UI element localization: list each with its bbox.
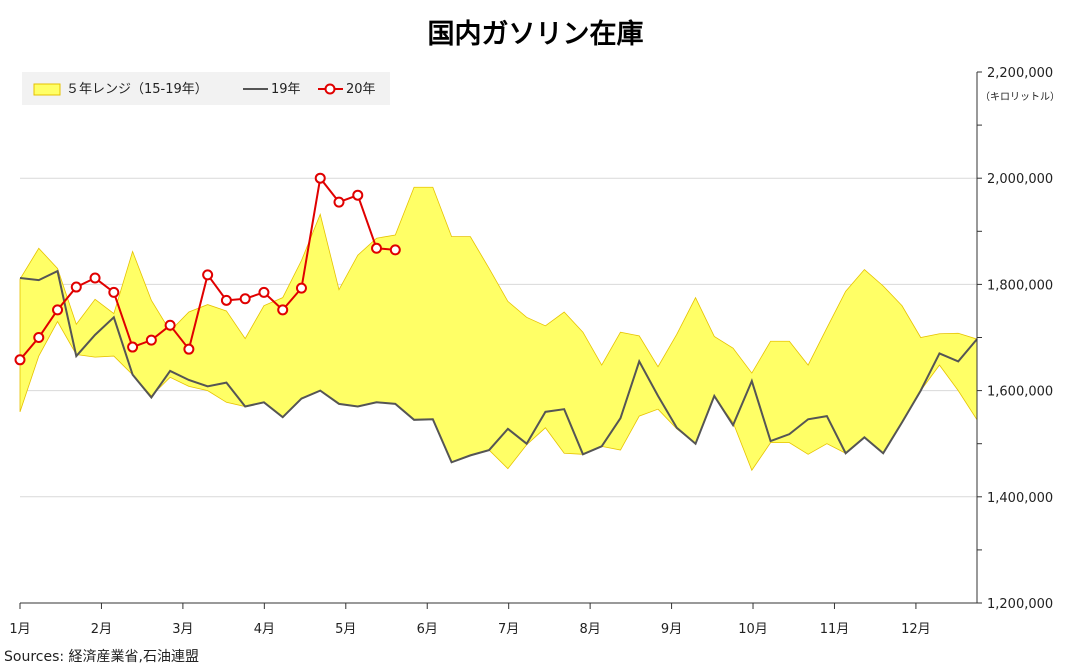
x-tick-label: 6月: [417, 622, 438, 637]
legend: ５年レンジ（15-19年） 19年 20年: [22, 72, 390, 105]
source-note: Sources: 経済産業省,石油連盟: [4, 649, 199, 665]
series-2020-point: [371, 242, 383, 254]
series-layer: [14, 172, 978, 464]
series-2020-point: [127, 341, 139, 353]
series-2020-point: [52, 304, 64, 316]
x-tick-label: 12月: [901, 622, 931, 637]
x-tick-label: 2月: [91, 622, 112, 637]
x-tick-label: 4月: [254, 622, 275, 637]
legend-range-label: ５年レンジ（15-19年）: [66, 82, 208, 97]
series-2020-point: [14, 354, 26, 366]
legend-2020-label: 20年: [346, 82, 376, 97]
series-2019-line: [19, 269, 978, 464]
series-2020-point: [314, 172, 326, 184]
series-2020-point: [145, 334, 157, 346]
series-2020-point: [183, 343, 195, 355]
series-2020-point: [258, 286, 270, 298]
y-tick-label: 1,200,000: [987, 597, 1053, 612]
x-tick-label: 1月: [9, 622, 30, 637]
legend-range-swatch: [33, 83, 61, 96]
series-2020-point: [352, 189, 364, 201]
y-tick-label: 2,200,000: [987, 66, 1053, 81]
series-2020-point: [295, 282, 307, 294]
chart-title: 国内ガソリン在庫: [427, 19, 644, 50]
series-2020-point: [108, 286, 120, 298]
y-tick-label: 1,800,000: [987, 278, 1053, 293]
series-2020-point: [239, 293, 251, 305]
series-2020-point: [277, 304, 289, 316]
x-tick-label: 8月: [579, 622, 600, 637]
series-2020-point: [202, 269, 214, 281]
series-2020-point: [220, 294, 232, 306]
x-tick-label: 9月: [661, 622, 682, 637]
y-axis-unit-label: （キロリットル）: [980, 92, 1060, 103]
series-2020-point: [33, 332, 45, 343]
x-tick-label: 11月: [820, 622, 850, 637]
series-2020-point: [89, 272, 101, 284]
series-2020-point: [164, 319, 176, 331]
axes: 1,200,000 1,400,000 1,600,000 1,800,000 2,00…: [9, 66, 1053, 637]
series-2020-point: [333, 196, 345, 208]
y-tick-label: 1,600,000: [987, 385, 1053, 400]
series-2020-point: [70, 281, 82, 293]
y-tick-label: 1,400,000: [987, 491, 1053, 506]
x-tick-label: 5月: [335, 622, 356, 637]
x-tick-label: 10月: [738, 622, 768, 637]
y-tick-label: 2,000,000: [987, 172, 1053, 187]
x-tick-label: 7月: [498, 622, 519, 637]
x-tick-label: 3月: [172, 622, 193, 637]
series-2020-point: [389, 244, 401, 256]
legend-2020-marker: [324, 83, 336, 95]
legend-2019-label: 19年: [271, 82, 301, 97]
